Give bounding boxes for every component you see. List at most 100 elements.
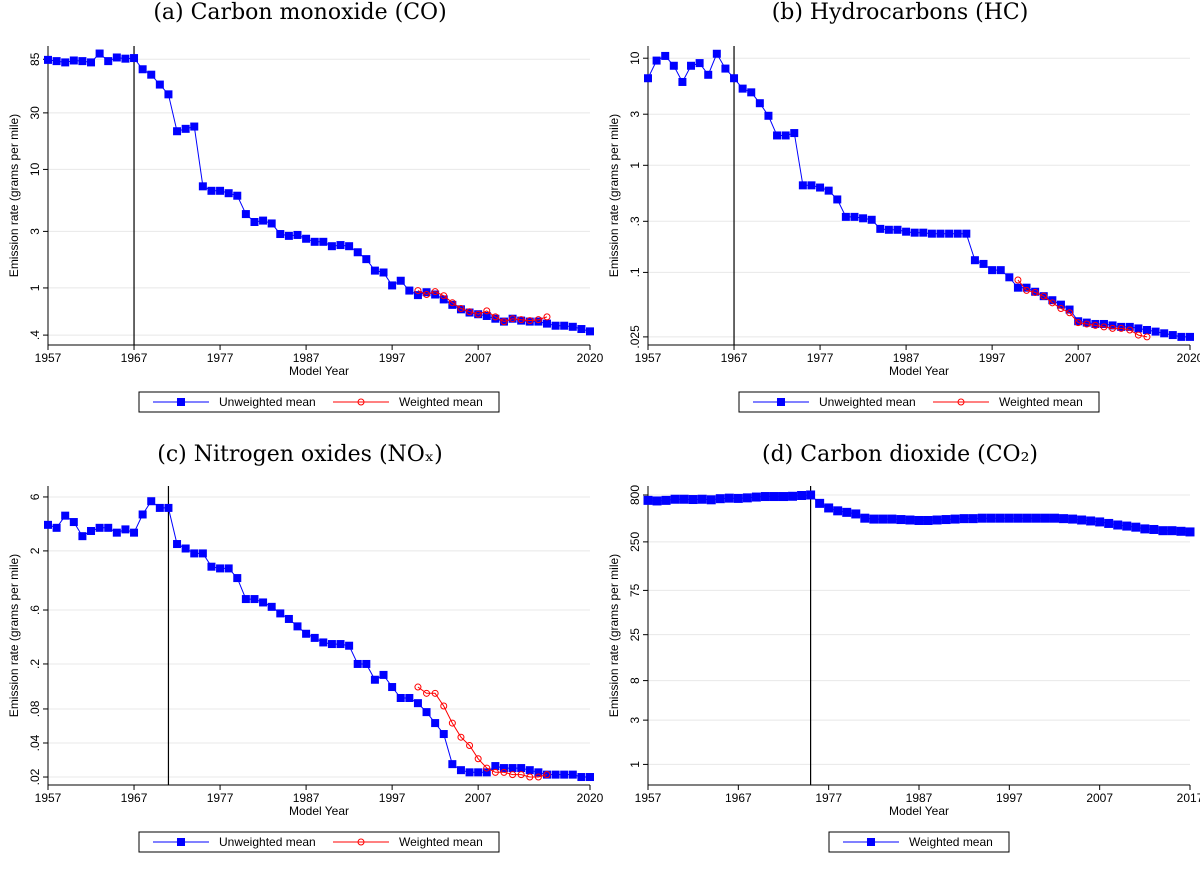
data-point: [815, 498, 825, 508]
data-point: [1057, 305, 1065, 313]
data-point: [695, 59, 704, 68]
chart-panel-a: .4 1 3 10 30 85 1957 1967 1977 1987 1997 2007 2020 Mo…: [7, 46, 604, 413]
data-point: [302, 629, 311, 638]
x-tick-label: 2020: [577, 351, 604, 365]
data-point: [190, 549, 199, 558]
x-tick-label: 1997: [379, 791, 406, 805]
data-point: [104, 523, 113, 532]
y-tick-label: 800: [628, 485, 642, 505]
data-point: [456, 305, 465, 314]
y-axis-title: Emission rate (grams per mile): [7, 554, 21, 717]
data-point: [517, 771, 525, 779]
data-point: [413, 291, 422, 300]
data-point: [893, 225, 902, 234]
data-point: [474, 310, 482, 318]
data-point: [491, 762, 500, 771]
y-tick-label: .025: [628, 325, 642, 349]
series-unweighted-mean: [44, 497, 594, 782]
x-axis-title: Model Year: [289, 804, 349, 818]
legend-box: [138, 391, 500, 413]
data-point: [405, 693, 414, 702]
data-point: [661, 495, 671, 505]
data-point: [747, 88, 756, 97]
data-point: [833, 506, 843, 516]
series-line: [417, 290, 548, 323]
data-point: [466, 742, 474, 750]
data-point: [130, 54, 139, 63]
y-tick-label: .04: [28, 734, 42, 751]
legend-box: [138, 831, 500, 853]
data-point: [945, 229, 954, 238]
x-tick-label: 2007: [465, 351, 492, 365]
data-point: [986, 513, 996, 523]
data-point: [790, 129, 799, 138]
legend-label: Weighted mean: [399, 395, 483, 409]
data-point: [687, 61, 696, 70]
data-point: [560, 321, 569, 330]
y-tick-label: 2: [28, 547, 42, 554]
series-line: [417, 686, 548, 778]
data-point: [1149, 524, 1159, 534]
data-point: [526, 317, 534, 325]
data-point: [953, 229, 962, 238]
data-point: [87, 58, 96, 67]
data-point: [697, 494, 707, 504]
data-point: [207, 186, 216, 195]
data-point: [69, 518, 78, 527]
data-point: [474, 768, 483, 777]
y-tick-label: .6: [28, 605, 42, 615]
y-tick-label: 250: [628, 532, 642, 552]
data-point: [525, 317, 534, 326]
data-point: [1031, 513, 1041, 523]
data-point: [1140, 524, 1150, 534]
data-point: [644, 74, 652, 83]
data-point: [198, 549, 207, 558]
data-point: [181, 544, 190, 553]
data-point: [112, 528, 121, 537]
data-point: [773, 131, 782, 140]
data-point: [851, 509, 861, 519]
data-point: [788, 491, 798, 501]
data-point: [1013, 513, 1023, 523]
data-point: [706, 495, 716, 505]
data-point: [147, 497, 156, 506]
data-point: [517, 316, 525, 324]
data-point: [806, 490, 816, 500]
data-point: [1083, 320, 1091, 328]
data-point: [968, 514, 978, 524]
data-point: [465, 768, 474, 777]
x-tick-label: 1997: [996, 791, 1023, 805]
data-point: [1022, 513, 1032, 523]
data-point: [1158, 526, 1168, 536]
data-point: [1059, 514, 1069, 524]
data-point: [1160, 329, 1169, 338]
data-point: [388, 281, 397, 290]
data-point: [362, 255, 371, 264]
data-point: [704, 70, 713, 79]
data-point: [1131, 522, 1141, 532]
y-tick-label: 25: [628, 628, 642, 642]
x-tick-label: 1957: [635, 791, 662, 805]
data-point: [327, 640, 336, 649]
data-point: [1068, 514, 1078, 524]
y-tick-label: .02: [28, 768, 42, 785]
data-point: [1100, 323, 1108, 331]
data-point: [841, 212, 850, 221]
chart-panel-b: .025 .1 .3 1 3 10 1957 1967 1977 1987 1997 2007 2020…: [607, 46, 1200, 413]
data-point: [543, 313, 551, 321]
data-point: [669, 61, 678, 70]
data-point: [396, 693, 405, 702]
data-point: [216, 564, 225, 573]
data-point: [500, 318, 508, 326]
data-point: [483, 764, 491, 772]
data-point: [755, 99, 764, 108]
data-point: [1091, 319, 1100, 328]
x-tick-label: 2007: [1065, 351, 1092, 365]
data-point: [61, 511, 70, 520]
data-point: [173, 540, 182, 549]
data-point: [52, 523, 61, 532]
data-point: [233, 191, 242, 200]
data-point: [138, 510, 147, 519]
data-point: [207, 562, 216, 571]
data-point: [543, 771, 551, 779]
